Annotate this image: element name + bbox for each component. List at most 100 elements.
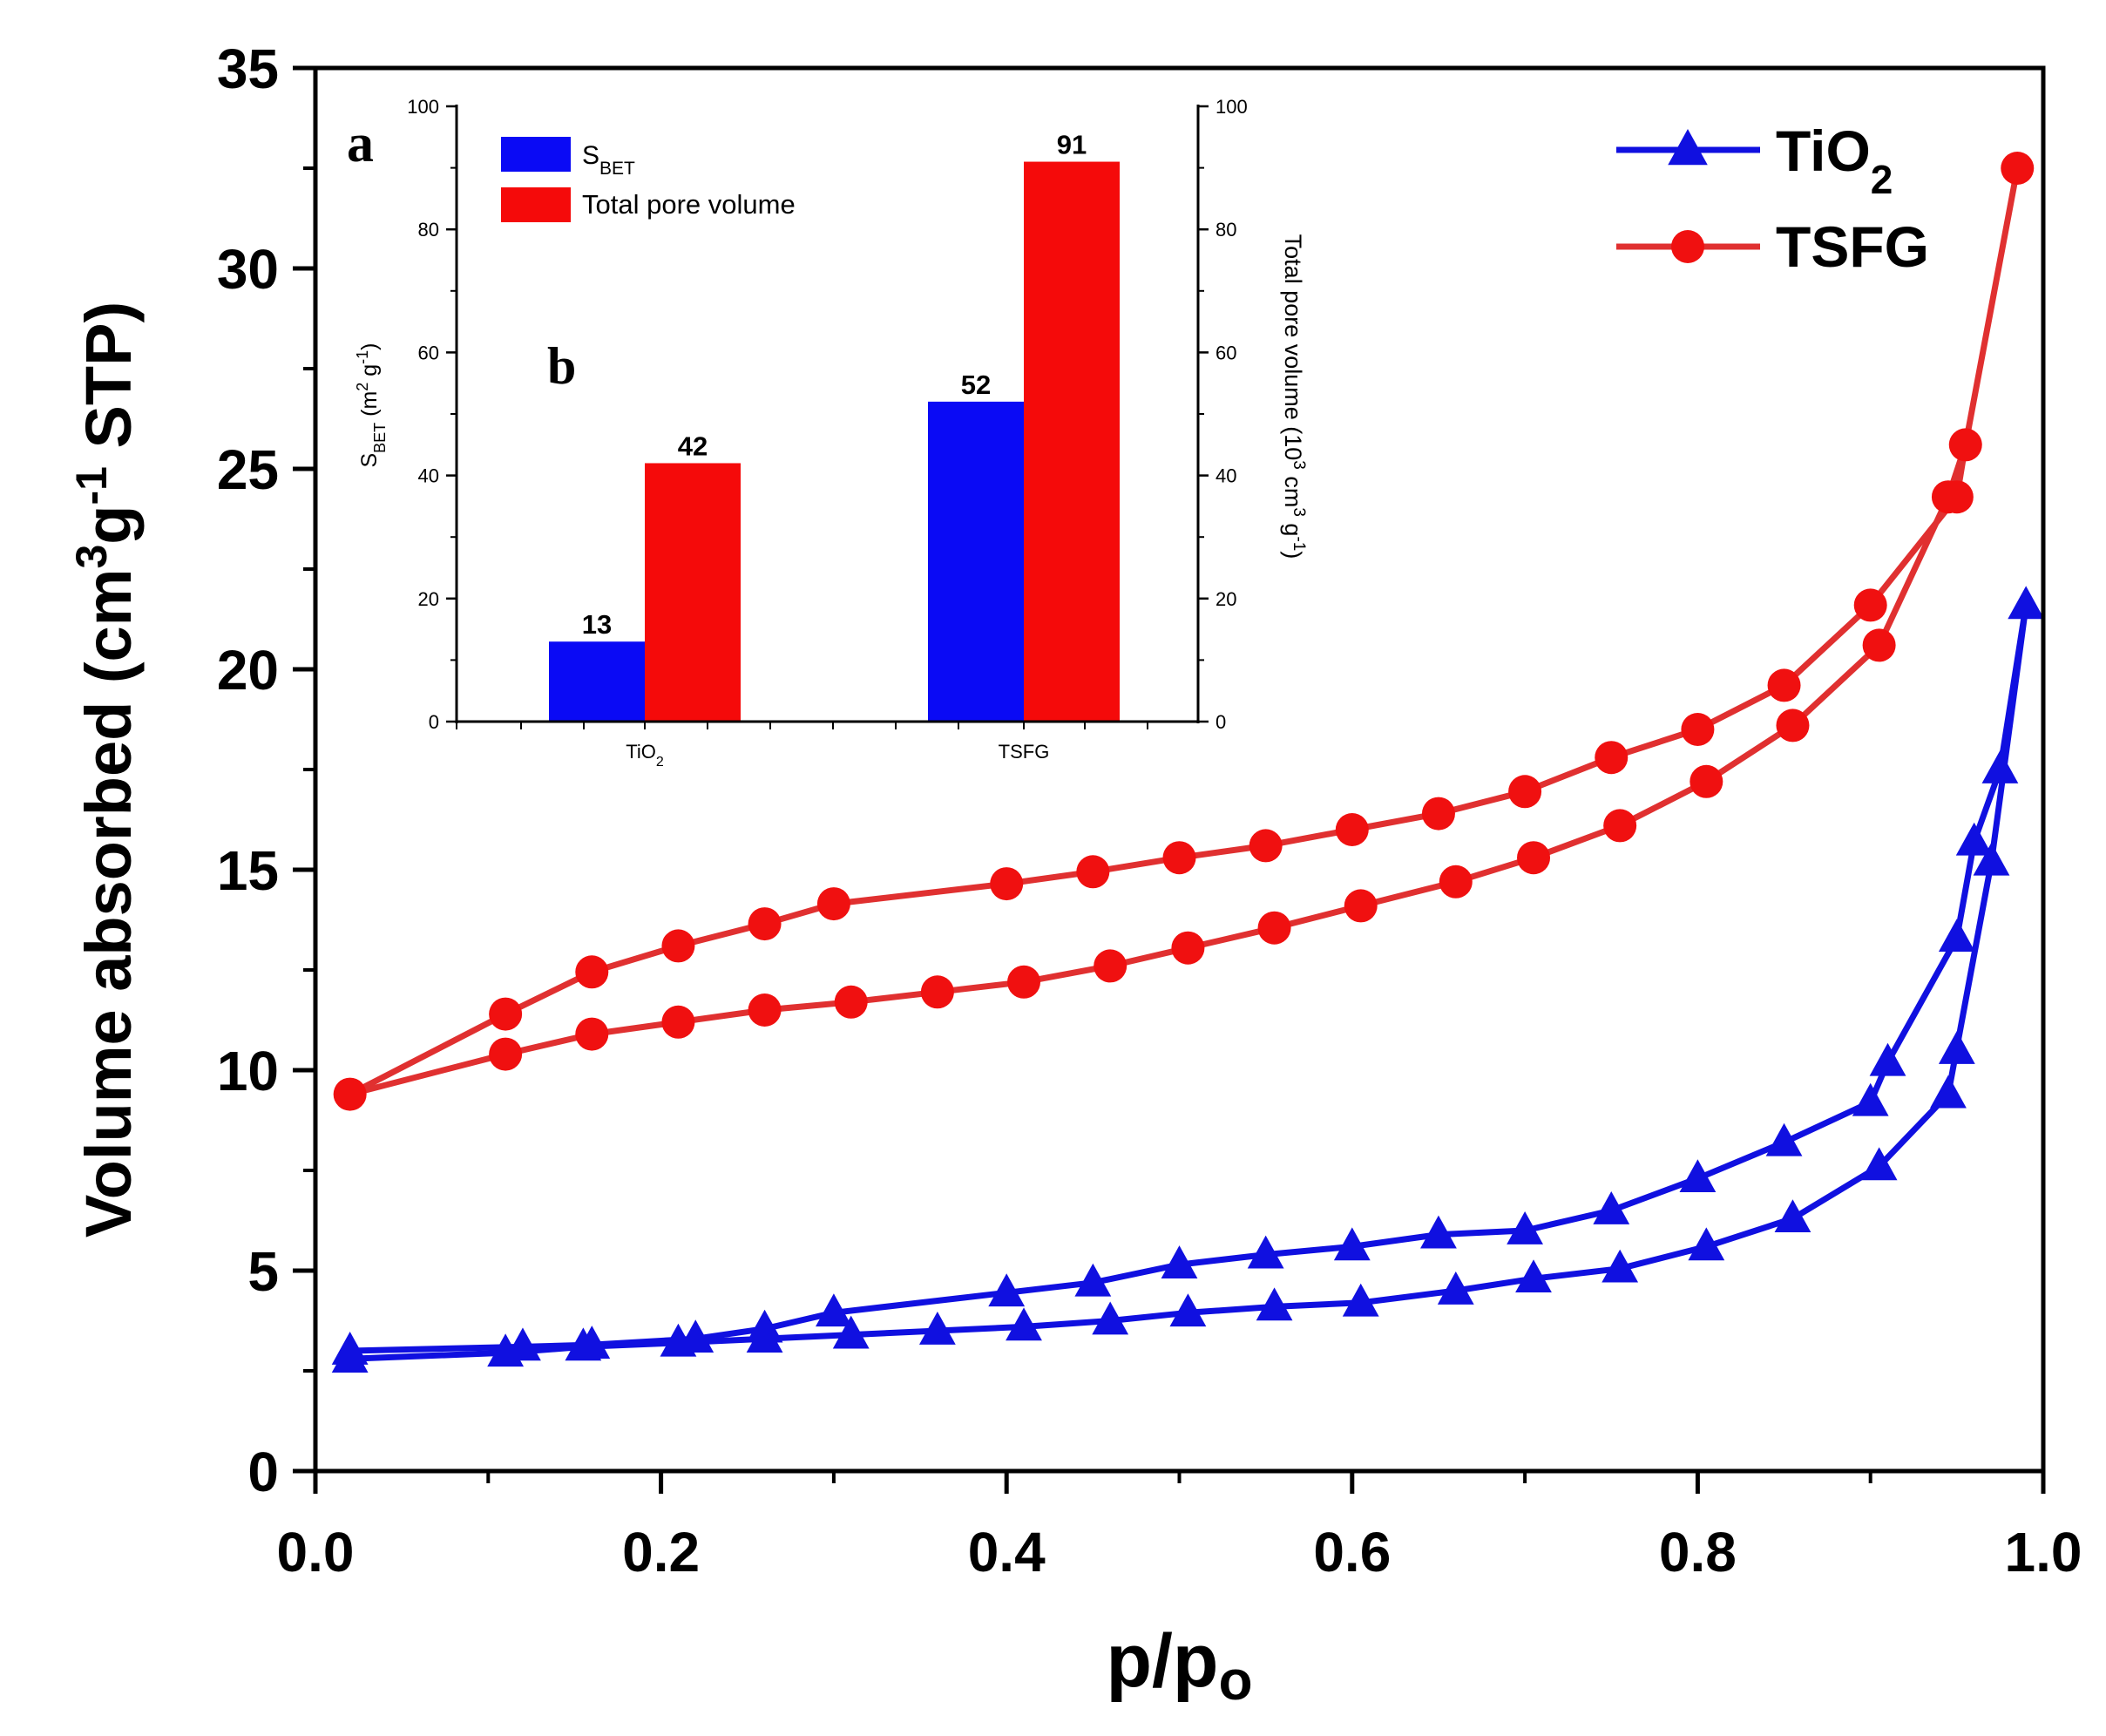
- bar-value-label: 52: [961, 370, 991, 400]
- x-tick-label: 0.4: [968, 1521, 1046, 1583]
- tsfg-data-point: [1439, 865, 1473, 899]
- inset-category-label: TSFG: [999, 741, 1050, 763]
- inset-left-tick-label: 100: [407, 96, 439, 118]
- tsfg-data-point: [333, 1077, 367, 1111]
- tio2-data-point: [1420, 1215, 1457, 1249]
- tio2-data-point: [1774, 1199, 1811, 1233]
- pore-volume-bar: [645, 463, 741, 722]
- inset-legend-pore-label: Total pore volume: [582, 189, 796, 220]
- inset-right-tick-label: 20: [1216, 588, 1236, 610]
- tsfg-data-point: [489, 1037, 523, 1071]
- inset-right-tick-label: 100: [1216, 96, 1248, 118]
- tio2-data-point: [1852, 1082, 1889, 1116]
- tsfg-data-point: [1948, 428, 1982, 462]
- inset-left-tick-label: 40: [418, 465, 439, 487]
- tsfg-data-point: [1776, 709, 1810, 743]
- tio2-data-point: [1507, 1211, 1543, 1244]
- bar-value-label: 91: [1057, 130, 1087, 160]
- tio2-data-point: [1955, 822, 1993, 856]
- tio2-data-point: [1006, 1307, 1042, 1341]
- bar-value-label: 13: [582, 609, 612, 640]
- x-tick-label: 0.8: [1659, 1521, 1737, 1583]
- main-x-axis-title: p/po: [1106, 1619, 1252, 1712]
- legend-tsfg-marker: [1671, 230, 1704, 263]
- tsfg-data-point: [1171, 931, 1205, 965]
- tsfg-data-point: [1007, 965, 1041, 999]
- tsfg-data-point: [1257, 911, 1291, 945]
- tsfg-data-point: [1335, 813, 1369, 846]
- tsfg-data-point: [1690, 764, 1723, 798]
- legend-tsfg-label: TSFG: [1776, 214, 1929, 279]
- inset-category-label: TiO2: [626, 741, 664, 770]
- inset-left-tick-label: 60: [418, 342, 439, 363]
- tsfg-data-point: [990, 867, 1024, 901]
- y-tick-label: 5: [247, 1240, 279, 1303]
- tio2-data-point: [816, 1293, 852, 1327]
- tio2-data-point: [832, 1315, 870, 1349]
- y-tick-label: 15: [217, 839, 279, 902]
- tio2-data-point: [573, 1326, 611, 1359]
- tsfg-data-point: [1853, 588, 1887, 622]
- tio2-data-point: [1981, 750, 2019, 783]
- tsfg-data-point: [1249, 829, 1283, 863]
- tsfg-data-point: [575, 1017, 609, 1051]
- inset-legend-pore-swatch: [501, 187, 571, 222]
- y-tick-label: 35: [217, 37, 279, 100]
- tio2-data-point: [1860, 1147, 1898, 1181]
- tsfg-data-point: [1767, 668, 1801, 702]
- x-tick-label: 0.0: [277, 1521, 355, 1583]
- inset-right-tick-label: 40: [1216, 465, 1236, 487]
- tsfg-data-point: [1094, 949, 1127, 983]
- tio2-data-point: [1679, 1159, 1717, 1193]
- inset-legend-sbet-swatch: [501, 137, 571, 172]
- tsfg-data-point: [748, 907, 782, 941]
- inset-right-tick-label: 0: [1216, 711, 1226, 733]
- tio2-data-point: [1938, 919, 1975, 953]
- inset-axes: 0 0 20 20 40 40 60 60 80 80 100 100: [407, 96, 1247, 733]
- tio2-data-point: [746, 1309, 783, 1343]
- tio2-data-point: [1342, 1283, 1379, 1317]
- tio-desorption-line: [349, 604, 2029, 1354]
- tio2-data-point: [1169, 1293, 1207, 1327]
- panel-label-a: a: [347, 114, 374, 173]
- sbet-bar: [549, 641, 645, 722]
- tsfg-data-point: [1517, 841, 1551, 875]
- y-tick-label: 0: [247, 1441, 279, 1503]
- tio2-data-point: [918, 1312, 956, 1345]
- tsfg-data-point: [1162, 841, 1196, 875]
- tio2-data-point: [1930, 1075, 1967, 1109]
- tsfg-data-point: [834, 985, 868, 1019]
- tsfg-data-point: [2001, 152, 2035, 185]
- tsfg-data-point: [1508, 775, 1542, 809]
- inset-legend-sbet-label: SBET: [582, 141, 635, 179]
- tio2-data-point: [1074, 1263, 1112, 1297]
- tsfg-data-point: [920, 975, 954, 1009]
- tsfg-data-point: [1076, 855, 1110, 889]
- x-tick-label: 1.0: [2005, 1521, 2082, 1583]
- tsfg-data-point: [1603, 809, 1637, 843]
- tio2-data-point: [1869, 1042, 1906, 1076]
- bar-value-label: 42: [678, 431, 708, 461]
- tsfg-data-point: [661, 1005, 695, 1039]
- inset-bars: 13 52 42 91: [549, 130, 1120, 722]
- main-legend: TiO2 TSFG: [1616, 119, 1929, 279]
- y-tick-label: 30: [217, 238, 279, 301]
- tio2-data-point: [1938, 1031, 1975, 1064]
- panel-label-b: b: [547, 337, 576, 395]
- sbet-bar: [928, 401, 1024, 722]
- inset-left-tick-label: 0: [429, 711, 439, 733]
- tsfg-data-point: [489, 997, 523, 1031]
- tio2-data-point: [1602, 1249, 1639, 1283]
- tsfg-data-point: [1595, 741, 1629, 775]
- y-tick-label: 20: [217, 639, 279, 702]
- legend-tio2-label: TiO2: [1776, 119, 1893, 202]
- tsfg-data-point: [1344, 889, 1378, 923]
- main-y-axis-title: Volume absorbed (cm3g-1 STP): [67, 302, 145, 1238]
- inset-left-axis-title: SBET (m2 g-1): [354, 342, 389, 467]
- tsfg-data-point: [575, 955, 609, 989]
- tio2-data-point: [677, 1319, 714, 1353]
- y-tick-label: 10: [217, 1040, 279, 1102]
- tio2-data-point: [1256, 1287, 1293, 1321]
- tio2-data-point: [504, 1327, 541, 1361]
